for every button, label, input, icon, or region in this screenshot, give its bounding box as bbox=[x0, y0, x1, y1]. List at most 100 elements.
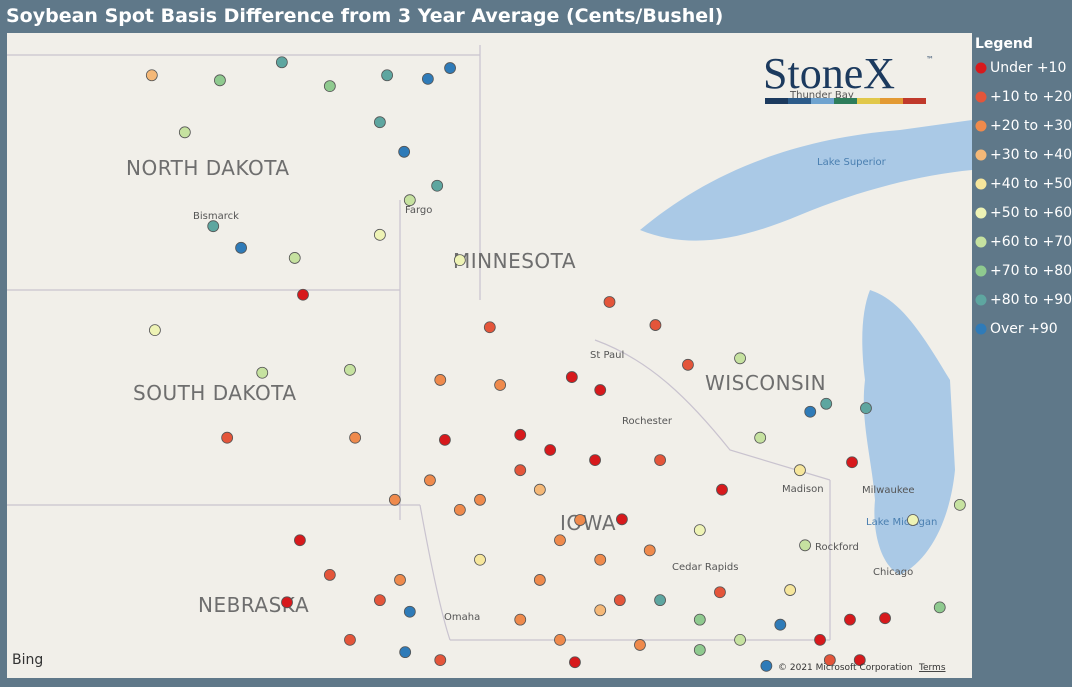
logo-stripe bbox=[880, 98, 903, 104]
state-label: NEBRASKA bbox=[198, 593, 309, 617]
basis-dot bbox=[844, 613, 856, 626]
basis-dot bbox=[760, 659, 773, 672]
basis-dot bbox=[846, 456, 858, 469]
basis-dot bbox=[823, 654, 836, 666]
map-background bbox=[7, 33, 972, 678]
city-label: Rochester bbox=[622, 416, 673, 427]
basis-dot bbox=[634, 639, 646, 651]
basis-dot bbox=[784, 584, 797, 596]
basis-dot bbox=[453, 504, 466, 516]
basis-dot bbox=[594, 553, 607, 566]
state-label: NORTH DAKOTA bbox=[126, 156, 290, 180]
basis-dot bbox=[256, 366, 269, 379]
basis-dot bbox=[373, 228, 386, 241]
basis-dot bbox=[569, 656, 581, 669]
city-label: Thunder Bay bbox=[789, 90, 854, 101]
legend-swatch bbox=[975, 149, 987, 161]
legend-label: +10 to +20 bbox=[990, 89, 1072, 105]
basis-dot bbox=[275, 56, 288, 69]
basis-dot bbox=[214, 74, 226, 87]
basis-dot bbox=[714, 586, 726, 599]
legend-swatch bbox=[975, 178, 987, 190]
basis-dot bbox=[820, 397, 833, 410]
basis-dot bbox=[494, 379, 507, 391]
legend-swatch bbox=[975, 120, 987, 132]
basis-dot bbox=[373, 116, 386, 129]
legend-label: +80 to +90 bbox=[990, 292, 1072, 308]
basis-dot bbox=[444, 62, 456, 74]
lake-michigan bbox=[862, 290, 955, 575]
basis-dot bbox=[403, 194, 416, 207]
basis-dot bbox=[453, 254, 466, 267]
page-title: Soybean Spot Basis Difference from 3 Yea… bbox=[6, 5, 723, 27]
basis-dot bbox=[434, 654, 447, 666]
basis-dot bbox=[693, 524, 706, 537]
basis-dot bbox=[554, 633, 566, 646]
legend-swatch bbox=[975, 207, 987, 219]
basis-dot bbox=[323, 80, 336, 92]
legend-label: Over +90 bbox=[990, 321, 1058, 337]
city-label: Cedar Rapids bbox=[672, 562, 738, 573]
basis-dot bbox=[554, 534, 566, 547]
basis-dot bbox=[221, 431, 234, 444]
basis-dot bbox=[804, 405, 817, 418]
city-label: Fargo bbox=[405, 205, 432, 216]
state-label: WISCONSIN bbox=[705, 371, 826, 395]
basis-dot bbox=[149, 324, 161, 337]
legend-label: +70 to +80 bbox=[990, 263, 1072, 279]
basis-dot bbox=[514, 464, 527, 477]
basis-dot bbox=[424, 474, 436, 487]
basis-dot bbox=[207, 220, 220, 233]
basis-dot bbox=[879, 612, 891, 625]
basis-dot bbox=[281, 596, 293, 609]
basis-dot bbox=[907, 514, 919, 526]
logo: StoneX bbox=[763, 49, 895, 98]
legend-title: Legend bbox=[975, 36, 1033, 52]
basis-dot bbox=[594, 384, 607, 396]
state-label: SOUTH DAKOTA bbox=[133, 381, 297, 405]
copyright: © 2021 Microsoft Corporation bbox=[778, 663, 913, 673]
basis-dot bbox=[734, 633, 746, 646]
basis-dot bbox=[799, 539, 811, 552]
legend-label: Under +10 bbox=[990, 60, 1066, 76]
basis-dot bbox=[323, 568, 336, 581]
city-label: Madison bbox=[782, 484, 824, 495]
basis-dot bbox=[373, 594, 386, 607]
basis-dot bbox=[434, 374, 447, 386]
basis-dot bbox=[394, 574, 406, 586]
basis-dot bbox=[474, 553, 486, 566]
legend-swatch bbox=[975, 265, 987, 277]
basis-dot bbox=[693, 613, 706, 626]
basis-dot bbox=[794, 464, 806, 477]
logo-stripe bbox=[857, 98, 880, 104]
basis-dot bbox=[474, 493, 486, 506]
legend-swatch bbox=[975, 294, 987, 306]
logo-mark: ™ bbox=[926, 55, 934, 64]
basis-dot bbox=[288, 252, 301, 264]
basis-dot bbox=[514, 428, 527, 441]
water-label: Lake Superior bbox=[817, 157, 887, 168]
lake-superior bbox=[640, 120, 972, 241]
basis-dot bbox=[953, 498, 966, 511]
basis-dot bbox=[145, 69, 158, 82]
basis-dot bbox=[294, 534, 306, 547]
basis-dot bbox=[615, 513, 628, 526]
city-label: Bismarck bbox=[193, 211, 239, 222]
basis-dot bbox=[178, 126, 191, 139]
basis-dot bbox=[533, 574, 546, 586]
basis-dot bbox=[403, 605, 416, 618]
basis-dot bbox=[603, 296, 616, 308]
basis-dot bbox=[613, 594, 626, 607]
terms-link[interactable]: Terms bbox=[918, 663, 946, 673]
basis-dot bbox=[421, 72, 434, 85]
basis-dot bbox=[349, 431, 362, 444]
basis-dot bbox=[654, 454, 666, 466]
basis-dot bbox=[388, 493, 401, 506]
basis-dot bbox=[297, 288, 309, 301]
basis-dot bbox=[654, 594, 666, 607]
basis-dot bbox=[344, 633, 356, 646]
basis-dot bbox=[533, 483, 546, 496]
basis-dot bbox=[399, 646, 412, 659]
basis-dot bbox=[514, 613, 527, 626]
basis-dot bbox=[853, 654, 866, 666]
